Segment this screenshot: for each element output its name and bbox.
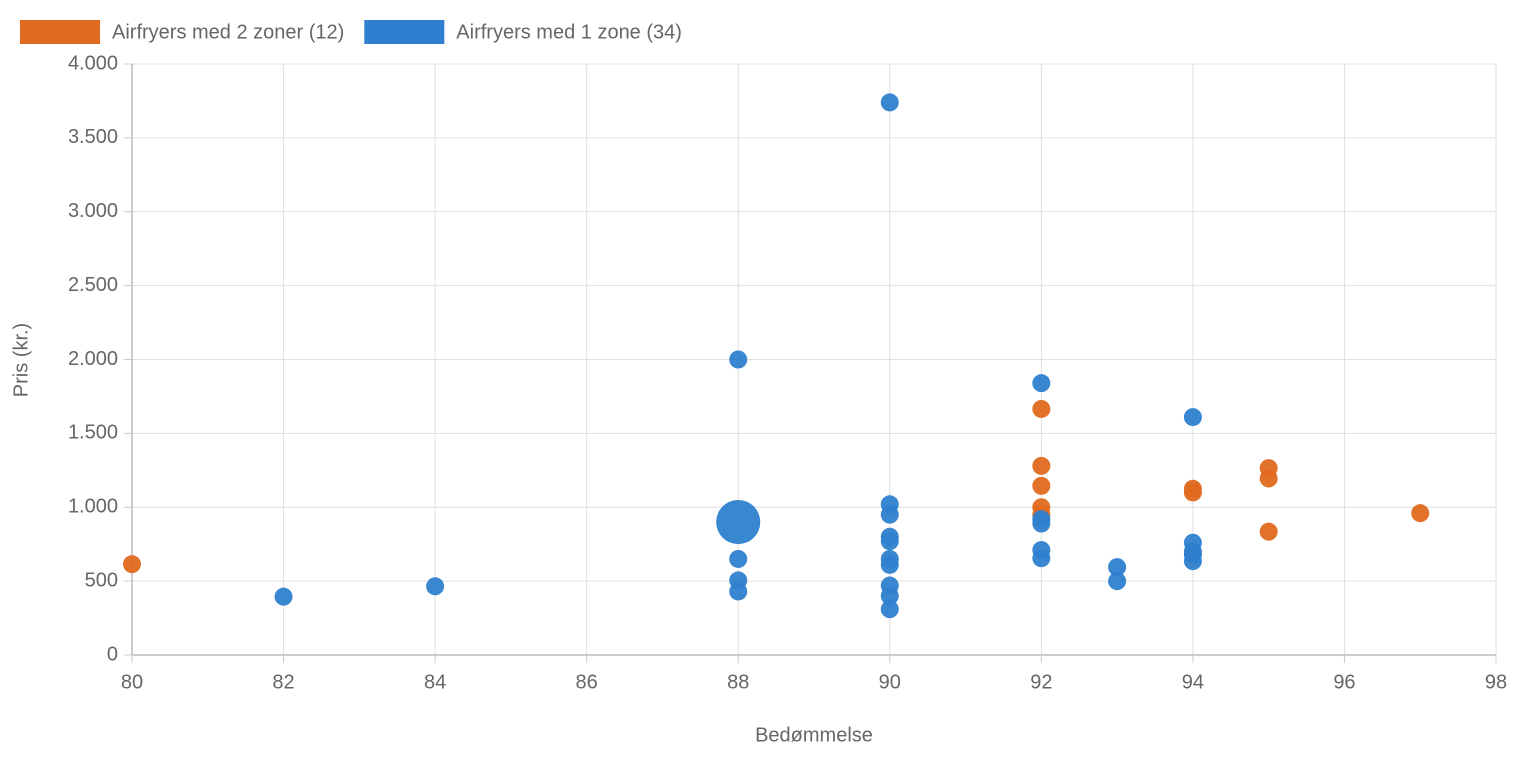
x-tick-label: 92 [1030,671,1052,693]
y-tick-label: 1.000 [68,496,118,518]
y-tick-label: 500 [85,569,118,591]
bubble [729,350,748,369]
legend-label: Airfryers med 2 zoner (12) [112,21,344,43]
x-tick-label: 86 [576,671,598,693]
legend-swatch [364,20,445,44]
bubble [1411,504,1430,523]
y-axis-title: Pris (kr.) [10,323,32,397]
bubble [1032,514,1051,533]
x-tick-label: 98 [1485,671,1507,693]
bubble [1032,374,1051,393]
y-tick-label: 1.500 [68,422,118,444]
bubble [716,499,761,545]
grid [131,63,1497,656]
bubble [729,549,748,568]
x-tick-label: 88 [727,671,749,693]
y-tick-label: 3.000 [68,200,118,222]
x-axis-title: Bedømmelse [755,724,873,746]
bubble [880,555,899,574]
legend-swatch [20,20,100,44]
y-tick-label: 4.000 [68,52,118,74]
bubble [1259,469,1278,488]
bubble [1259,522,1278,541]
bubble [880,586,899,605]
bubble [880,505,899,524]
y-tick-label: 2.500 [68,274,118,296]
bubble [1108,572,1127,591]
y-tick-label: 3.500 [68,126,118,148]
bubble [729,582,748,601]
bubble [274,587,293,606]
bubble [1183,552,1202,571]
bubble [1108,558,1127,577]
bubble [1032,549,1051,568]
y-tick-label: 0 [107,643,118,665]
x-tick-label: 94 [1182,671,1204,693]
bubble [426,577,445,596]
bubble [1183,483,1202,502]
x-tick-label: 84 [424,671,446,693]
y-tick-label: 2.000 [68,348,118,370]
x-tick-label: 80 [121,671,143,693]
bubble [880,532,899,551]
bubble [880,600,899,619]
bubble [1183,408,1202,427]
bubble [123,555,141,574]
bubble [1032,476,1051,495]
bubble [1032,399,1051,418]
x-tick-label: 96 [1333,671,1355,693]
x-tick-label: 90 [879,671,901,693]
x-tick-label: 82 [272,671,294,693]
bubble [880,93,899,112]
bubble [1032,456,1051,475]
legend-label: Airfryers med 1 zone (34) [456,21,682,43]
